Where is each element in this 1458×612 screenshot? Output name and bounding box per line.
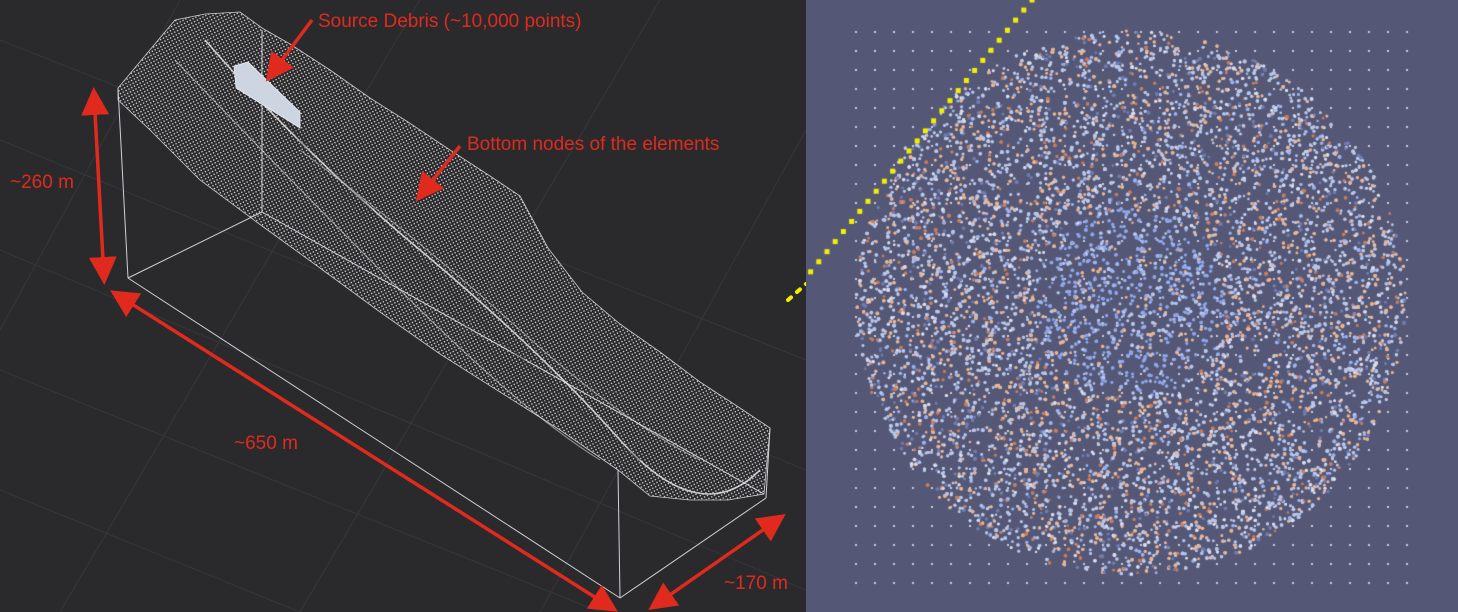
bottom-nodes-arrow-icon: [415, 144, 462, 202]
source-debris-arrow-icon: [265, 18, 314, 82]
slope-mesh-panel: [0, 0, 806, 612]
dimension-arrows: [81, 18, 786, 612]
slope-mesh: [117, 11, 771, 501]
slope-surface: [117, 11, 771, 501]
particle-panel: [806, 0, 1458, 612]
width-double-arrow-icon: [648, 513, 786, 611]
length-double-arrow-icon: [110, 290, 618, 612]
bottom-nodes-label: Bottom nodes of the elements: [467, 134, 720, 155]
height-double-arrow-icon: [81, 87, 117, 285]
source-debris-block: [233, 61, 301, 129]
particle-cloud-canvas: [806, 0, 1458, 612]
dotted-trajectory-left: [786, 282, 806, 302]
height-label: ~260 m: [10, 172, 74, 193]
source-debris-label: Source Debris (~10,000 points): [318, 11, 582, 32]
width-label: ~170 m: [724, 573, 788, 594]
length-label: ~650 m: [234, 433, 298, 454]
